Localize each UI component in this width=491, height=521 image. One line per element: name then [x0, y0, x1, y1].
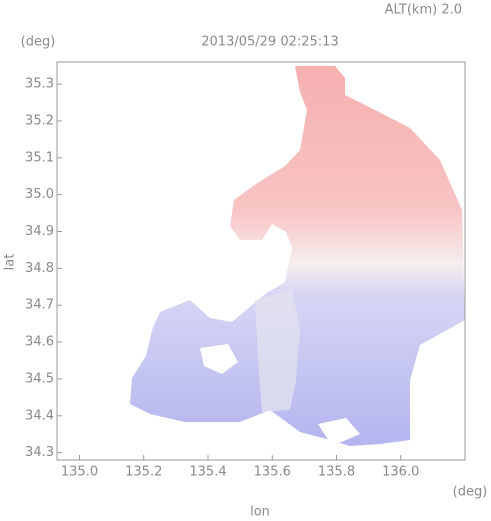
y-tick-label: 34.8 [25, 261, 54, 276]
echo-region [130, 66, 465, 446]
plot-frame [56, 61, 466, 461]
x-tick-label: 135.6 [254, 465, 291, 480]
y-axis-label: lat [3, 254, 18, 271]
x-tick-label: 136.0 [382, 465, 419, 480]
y-tick-label: 35.3 [25, 77, 54, 92]
x-tick-label: 135.8 [318, 465, 355, 480]
velocity-field [130, 66, 465, 446]
x-unit: (deg) [453, 485, 488, 500]
y-tick-label: 35.2 [25, 113, 54, 128]
y-tick-label: 34.3 [25, 445, 54, 460]
y-tick-label: 35.1 [25, 150, 54, 165]
clutter [255, 290, 300, 412]
y-tick-label: 34.4 [25, 408, 54, 423]
altitude: ALT(km) 2.0 [385, 3, 462, 18]
gap [318, 418, 360, 446]
chart-title: 2013/05/29 02:25:13 [201, 35, 338, 50]
y-tick-label: 34.5 [25, 371, 54, 386]
x-tick-label: 135.2 [125, 465, 162, 480]
y-tick-label: 35.0 [25, 187, 54, 202]
y-tick-label: 34.9 [25, 224, 54, 239]
y-unit: (deg) [21, 35, 56, 50]
x-tick-label: 135.0 [61, 465, 98, 480]
gap [200, 344, 238, 374]
y-tick-label: 34.6 [25, 335, 54, 350]
y-tick-label: 34.7 [25, 298, 54, 313]
x-axis-label: lon [250, 505, 270, 520]
x-tick-label: 135.4 [189, 465, 226, 480]
